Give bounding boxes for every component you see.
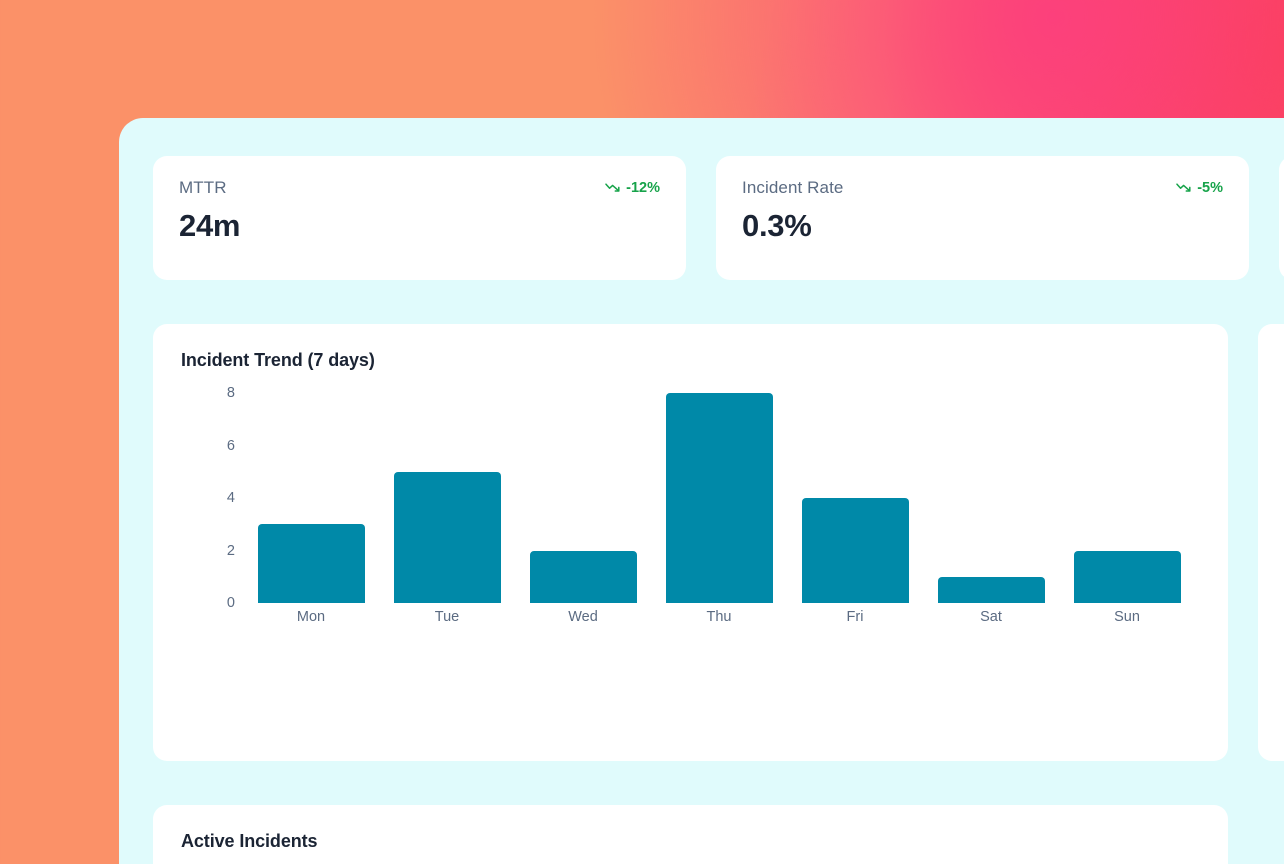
y-axis-tick: 4 xyxy=(226,490,235,506)
x-axis-label: Tue xyxy=(434,609,460,625)
x-axis: Mon Tue Wed Thu Fri Sat Sun xyxy=(243,609,1195,625)
kpi-delta-value: -12% xyxy=(626,180,660,196)
bar-slot xyxy=(923,393,1059,603)
x-axis-label: Fri xyxy=(846,609,864,625)
kpi-header: Incident Rate -5% xyxy=(742,178,1223,198)
kpi-delta-badge: -12% xyxy=(605,180,660,196)
kpi-card-incident-rate[interactable]: Incident Rate -5% 0.3% xyxy=(716,156,1249,280)
bar[interactable] xyxy=(393,471,501,603)
trending-down-icon xyxy=(1176,182,1192,194)
bar[interactable] xyxy=(1073,550,1181,603)
trending-down-icon xyxy=(605,182,621,194)
bar-slot xyxy=(787,393,923,603)
x-axis-label: Mon xyxy=(296,609,326,625)
x-axis-label: Sun xyxy=(1114,609,1140,625)
card-title: Incident Trend (7 days) xyxy=(181,350,375,370)
bar[interactable] xyxy=(529,550,637,603)
x-axis-label: Wed xyxy=(568,609,598,625)
bar-slot xyxy=(379,393,515,603)
y-axis-tick: 6 xyxy=(226,437,235,454)
kpi-header: MTTR -12% xyxy=(179,178,660,198)
bar[interactable] xyxy=(801,498,909,603)
card-title: Active Incidents xyxy=(181,831,318,851)
side-panel-card xyxy=(1258,324,1284,761)
active-incidents-card: Active Incidents xyxy=(153,805,1228,864)
incident-trend-card: Incident Trend (7 days) 0 2 4 6 8 Mon Tue Wed T… xyxy=(153,324,1228,761)
kpi-card-overflow[interactable] xyxy=(1279,156,1284,280)
kpi-card-mttr[interactable]: MTTR -12% 24m xyxy=(153,156,686,280)
y-axis-tick: 0 xyxy=(226,595,235,611)
kpi-label: Incident Rate xyxy=(742,178,844,197)
x-axis-label: Thu xyxy=(706,609,732,625)
bar[interactable] xyxy=(257,524,365,603)
kpi-value: 0.3% xyxy=(742,208,812,243)
chart-card-row: Incident Trend (7 days) 0 2 4 6 8 Mon Tue Wed T… xyxy=(153,324,1284,761)
y-axis-tick: 8 xyxy=(226,385,235,401)
bar-slot xyxy=(243,393,379,603)
bar[interactable] xyxy=(665,393,773,603)
bar-slot xyxy=(651,393,787,603)
bar-slot xyxy=(515,393,651,603)
bar[interactable] xyxy=(937,576,1045,603)
x-axis-label: Sat xyxy=(980,609,1002,625)
kpi-card-row: MTTR -12% 24m Incident Rate xyxy=(153,156,1284,280)
kpi-value: 24m xyxy=(179,208,241,243)
kpi-label: MTTR xyxy=(179,178,227,197)
dashboard-panel: MTTR -12% 24m Incident Rate xyxy=(119,118,1284,864)
y-axis-tick: 2 xyxy=(226,542,235,559)
bar-slot xyxy=(1059,393,1195,603)
kpi-delta-value: -5% xyxy=(1197,180,1223,196)
bar-series xyxy=(243,393,1195,603)
plot-area xyxy=(243,393,1195,603)
incident-trend-chart: 0 2 4 6 8 Mon Tue Wed Thu Fri Sat Sun xyxy=(181,385,1195,625)
kpi-delta-badge: -5% xyxy=(1176,180,1223,196)
bottom-card-row: Active Incidents xyxy=(153,805,1284,864)
